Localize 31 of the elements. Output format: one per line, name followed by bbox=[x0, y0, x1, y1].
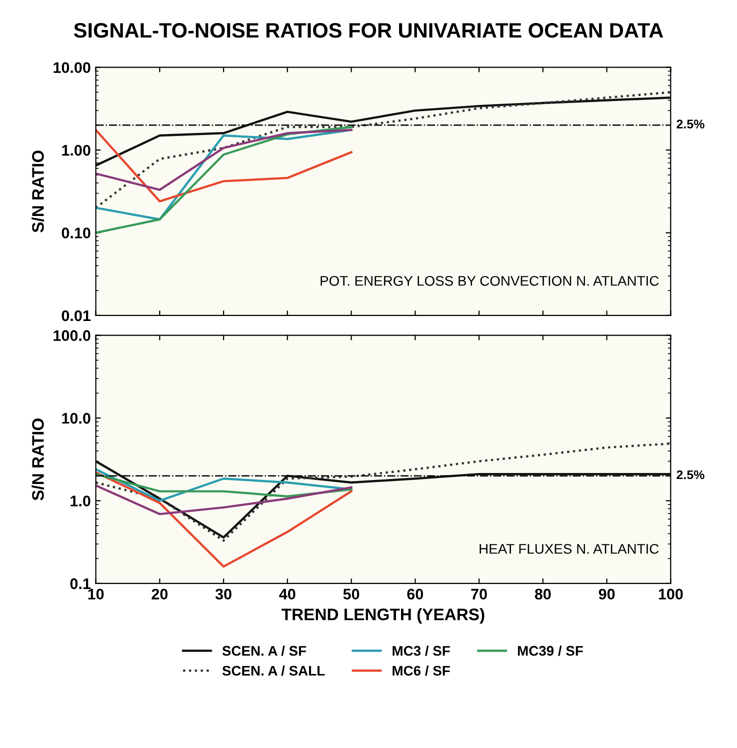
x-tick-label: 50 bbox=[343, 588, 360, 600]
annotation: 2.5% bbox=[676, 120, 704, 128]
legend-label: MC3 / SF bbox=[392, 646, 450, 656]
x-tick-label: 100 bbox=[658, 588, 683, 600]
y-tick-label: 100.0 bbox=[54, 330, 90, 341]
x-tick-label: 90 bbox=[598, 588, 615, 600]
y-axis-title: S/N RATIO bbox=[32, 418, 44, 500]
x-tick-label: 20 bbox=[152, 588, 168, 600]
chart-title: SIGNAL-TO-NOISE RATIOS FOR UNIVARIATE OCEAN DATA bbox=[74, 22, 664, 38]
legend-label: SCEN. A / SF bbox=[222, 646, 306, 656]
annotation: 2.5% bbox=[676, 470, 704, 480]
x-tick-label: 40 bbox=[279, 588, 296, 600]
y-axis-title: S/N RATIO bbox=[32, 150, 44, 232]
x-axis-title: TREND LENGTH (YEARS) bbox=[282, 608, 484, 624]
y-tick-label: 1.0 bbox=[70, 496, 90, 506]
annotation: POT. ENERGY LOSS BY CONVECTION N. ATLANTIC bbox=[320, 276, 659, 286]
x-tick-label: 10 bbox=[88, 588, 104, 600]
legend-label: SCEN. A / SALL bbox=[222, 665, 325, 676]
x-tick-label: 60 bbox=[407, 588, 424, 600]
legend-label: MC39 / SF bbox=[518, 646, 583, 656]
x-tick-label: 30 bbox=[215, 588, 232, 600]
y-tick-label: 1.00 bbox=[62, 144, 90, 156]
x-tick-label: 70 bbox=[471, 588, 487, 600]
y-tick-label: 0.1 bbox=[70, 578, 91, 590]
y-tick-label: 0.01 bbox=[62, 310, 91, 322]
legend-label: MC6 / SF bbox=[392, 665, 450, 676]
x-tick-label: 80 bbox=[534, 588, 551, 600]
y-tick-label: 10.00 bbox=[54, 62, 90, 74]
y-tick-label: 0.10 bbox=[62, 228, 90, 238]
annotation: HEAT FLUXES N. ATLANTIC bbox=[480, 544, 659, 554]
y-tick-label: 10.0 bbox=[62, 412, 90, 424]
